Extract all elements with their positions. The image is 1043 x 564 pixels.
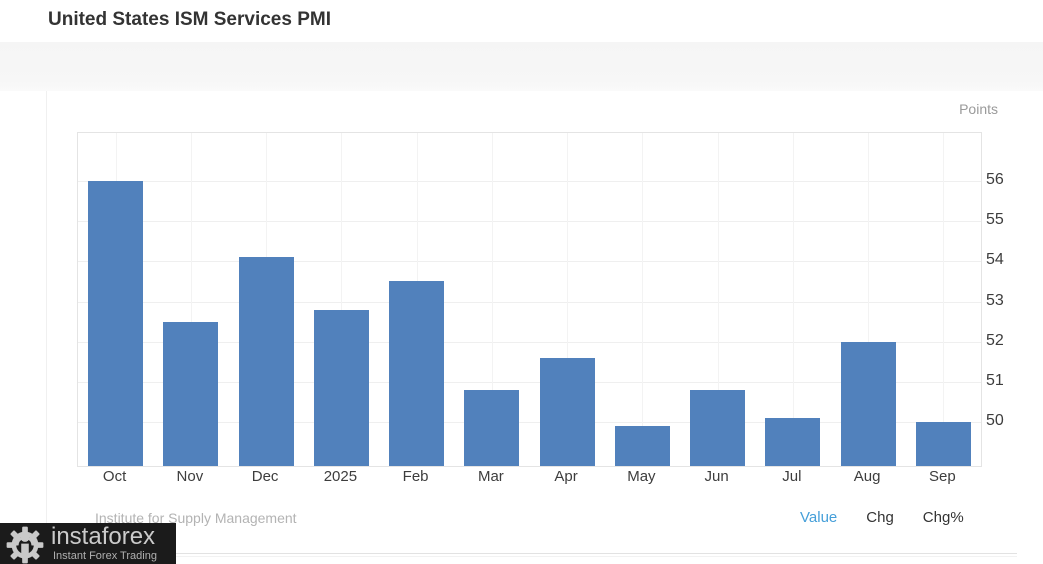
chart-bar-jul[interactable] [765,417,821,466]
footer-link-chgpct[interactable]: Chg% [922,509,964,526]
x-axis-label-dec: Dec [251,468,279,485]
card-bottom-divider-shadow [176,556,1017,557]
footer-link-value[interactable]: Value [800,509,838,526]
instaforex-logo[interactable]: instaforex Instant Forex Trading [0,523,176,564]
instaforex-logo-wordmark: instaforex [51,523,156,550]
v-gridline [868,133,870,466]
y-axis-tick-label: 51 [986,371,1004,389]
v-gridline [717,133,719,466]
instaforex-logo-tagline: Instant Forex Trading [53,550,157,562]
x-axis-label-sep: Sep [929,468,956,485]
chart-bar-apr[interactable] [539,357,595,466]
h-gridline [78,261,981,263]
source-link[interactable]: Institute for Supply Management [95,510,297,526]
v-gridline [642,133,644,466]
x-axis-label-2025: 2025 [323,468,358,485]
chart-bar-nov[interactable] [163,321,219,466]
v-gridline [341,133,343,466]
chart-bar-mar[interactable] [464,389,520,466]
v-gridline [792,133,794,466]
x-axis-label-mar: Mar [477,468,504,485]
instaforex-gear-icon [4,523,46,564]
v-gridline [491,133,493,466]
y-axis-tick-label: 55 [986,211,1004,229]
h-gridline [78,181,981,183]
y-axis-tick-label: 54 [986,251,1004,269]
x-axis-label-may: May [627,468,656,485]
chart-bar-oct[interactable] [88,181,144,466]
x-axis-label-jun: Jun [704,468,729,485]
toolbar-band [0,42,1043,91]
chart-bar-dec[interactable] [238,257,294,466]
y-axis-tick-label: 53 [986,291,1004,309]
v-gridline [567,133,569,466]
y-axis-tick-label: 50 [986,411,1004,429]
h-gridline [78,381,981,383]
chart-bar-jun[interactable] [690,389,746,466]
card-bottom-divider [46,553,1017,554]
page-title: United States ISM Services PMI [48,9,331,30]
h-gridline [78,221,981,223]
y-axis-tick-label: 56 [986,171,1004,189]
chart-bar-may[interactable] [614,425,670,466]
h-gridline [78,301,981,303]
h-gridline [78,341,981,343]
footer-link-chg[interactable]: Chg [866,509,894,526]
v-gridline [190,133,192,466]
chart-bar-2025[interactable] [313,309,369,466]
h-gridline [78,421,981,423]
card-left-border [46,91,47,553]
v-gridline [943,133,945,466]
x-axis-label-jul: Jul [782,468,802,485]
x-axis-label-feb: Feb [402,468,429,485]
chart-bar-feb[interactable] [389,281,445,466]
chart-plot-area [77,132,982,467]
x-axis-label-nov: Nov [176,468,204,485]
footer-links: Value Chg Chg% [800,509,964,526]
axis-unit-label: Points [959,101,998,117]
x-axis-label-oct: Oct [102,468,127,485]
chart-bar-sep[interactable] [915,421,971,466]
x-axis-label-aug: Aug [853,468,881,485]
x-axis-label-apr: Apr [554,468,578,485]
chart-bar-aug[interactable] [840,341,896,466]
y-axis-tick-label: 52 [986,331,1004,349]
